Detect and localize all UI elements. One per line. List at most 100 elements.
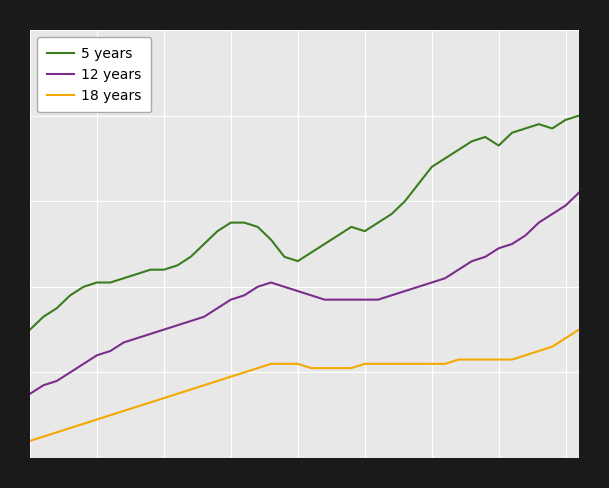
5 years xyxy=(334,232,342,238)
Line: 18 years: 18 years xyxy=(30,329,579,441)
Line: 12 years: 12 years xyxy=(30,193,579,394)
18 years xyxy=(187,386,194,392)
18 years xyxy=(455,357,462,363)
18 years xyxy=(562,335,569,341)
5 years xyxy=(53,305,60,311)
5 years xyxy=(535,121,543,127)
12 years xyxy=(40,382,47,388)
5 years xyxy=(40,314,47,320)
18 years xyxy=(254,365,261,371)
12 years xyxy=(227,297,234,303)
18 years xyxy=(93,417,100,423)
18 years xyxy=(80,421,87,427)
5 years xyxy=(133,271,141,277)
Line: 5 years: 5 years xyxy=(30,116,579,329)
18 years xyxy=(549,344,556,349)
12 years xyxy=(388,292,395,298)
12 years xyxy=(428,280,435,285)
5 years xyxy=(562,117,569,123)
5 years xyxy=(294,258,301,264)
5 years xyxy=(361,228,368,234)
5 years xyxy=(227,220,234,225)
12 years xyxy=(348,297,355,303)
5 years xyxy=(254,224,261,230)
12 years xyxy=(281,284,288,290)
12 years xyxy=(334,297,342,303)
18 years xyxy=(133,404,141,409)
18 years xyxy=(361,361,368,367)
5 years xyxy=(66,292,74,298)
12 years xyxy=(241,292,248,298)
18 years xyxy=(281,361,288,367)
12 years xyxy=(375,297,382,303)
5 years xyxy=(267,237,275,243)
12 years xyxy=(294,288,301,294)
12 years xyxy=(415,284,422,290)
18 years xyxy=(334,365,342,371)
18 years xyxy=(348,365,355,371)
18 years xyxy=(40,434,47,440)
18 years xyxy=(375,361,382,367)
12 years xyxy=(26,391,33,397)
5 years xyxy=(482,134,489,140)
12 years xyxy=(66,369,74,375)
12 years xyxy=(107,348,114,354)
5 years xyxy=(174,263,181,268)
12 years xyxy=(120,340,127,346)
18 years xyxy=(576,326,583,332)
18 years xyxy=(522,352,529,358)
5 years xyxy=(348,224,355,230)
18 years xyxy=(321,365,328,371)
5 years xyxy=(187,254,194,260)
12 years xyxy=(308,292,315,298)
5 years xyxy=(522,125,529,131)
12 years xyxy=(455,267,462,273)
18 years xyxy=(66,425,74,431)
12 years xyxy=(509,241,516,247)
5 years xyxy=(93,280,100,285)
12 years xyxy=(495,245,502,251)
5 years xyxy=(200,241,208,247)
18 years xyxy=(308,365,315,371)
5 years xyxy=(80,284,87,290)
5 years xyxy=(388,211,395,217)
5 years xyxy=(26,326,33,332)
12 years xyxy=(562,203,569,208)
5 years xyxy=(442,156,449,162)
5 years xyxy=(549,125,556,131)
12 years xyxy=(53,378,60,384)
5 years xyxy=(107,280,114,285)
12 years xyxy=(361,297,368,303)
12 years xyxy=(401,288,409,294)
18 years xyxy=(535,348,543,354)
12 years xyxy=(482,254,489,260)
12 years xyxy=(535,220,543,225)
5 years xyxy=(160,267,167,273)
12 years xyxy=(442,275,449,281)
18 years xyxy=(214,378,221,384)
12 years xyxy=(522,232,529,238)
18 years xyxy=(468,357,476,363)
5 years xyxy=(241,220,248,225)
18 years xyxy=(227,374,234,380)
12 years xyxy=(174,323,181,328)
18 years xyxy=(428,361,435,367)
18 years xyxy=(120,408,127,414)
5 years xyxy=(495,142,502,148)
5 years xyxy=(281,254,288,260)
12 years xyxy=(576,190,583,196)
Legend: 5 years, 12 years, 18 years: 5 years, 12 years, 18 years xyxy=(37,37,152,112)
12 years xyxy=(254,284,261,290)
5 years xyxy=(401,198,409,204)
12 years xyxy=(468,258,476,264)
12 years xyxy=(214,305,221,311)
5 years xyxy=(321,241,328,247)
18 years xyxy=(147,400,154,406)
5 years xyxy=(375,220,382,225)
5 years xyxy=(308,250,315,256)
18 years xyxy=(26,438,33,444)
12 years xyxy=(133,335,141,341)
18 years xyxy=(107,412,114,418)
18 years xyxy=(509,357,516,363)
5 years xyxy=(147,267,154,273)
